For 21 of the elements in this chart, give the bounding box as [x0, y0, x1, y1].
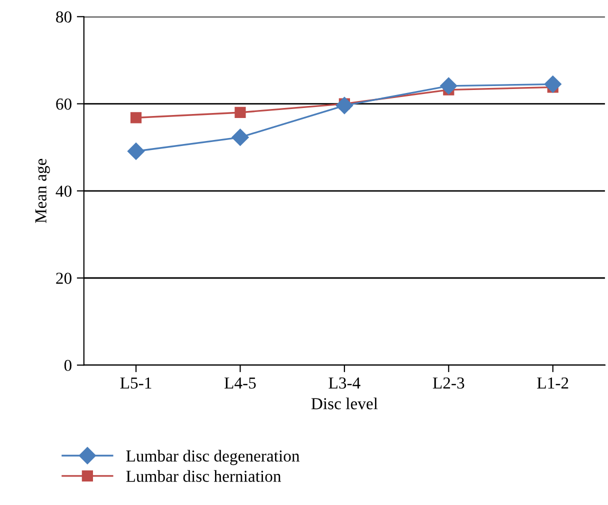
x-tick-label: L4-5 — [224, 378, 256, 389]
y-axis-title: Mean age — [35, 158, 50, 224]
x-tick-label: L3-4 — [328, 377, 360, 389]
point — [234, 106, 246, 118]
legend-label: Lumbar disc herniation — [126, 470, 282, 482]
point — [232, 128, 249, 146]
y-tick-label: 40 — [56, 186, 72, 197]
point — [127, 142, 145, 160]
x-tick-label: L5-1 — [120, 377, 152, 389]
point — [130, 112, 142, 124]
x-tick-label: L2-3 — [432, 377, 464, 389]
point — [440, 77, 458, 94]
point — [336, 96, 353, 114]
y-tick-label: 80 — [56, 11, 72, 23]
x-axis-title: Disc level — [311, 398, 378, 410]
x-tick-label: L1-2 — [537, 377, 568, 388]
y-tick-label: 20 — [56, 272, 72, 284]
y-tick-label: 0 — [64, 360, 72, 372]
point — [544, 76, 562, 93]
legend-label: Lumbar disc degeneration — [126, 450, 300, 466]
y-tick-label: 60 — [56, 98, 72, 110]
